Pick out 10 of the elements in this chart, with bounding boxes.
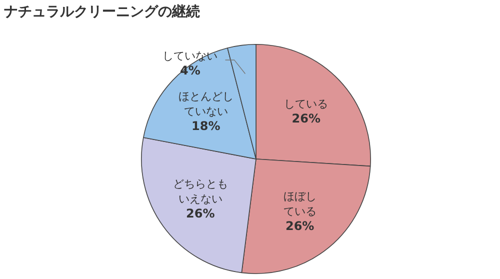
- data-label: 26%: [186, 206, 215, 221]
- slice-label: ほとんどしていない: [178, 90, 234, 118]
- data-label: 26%: [285, 219, 314, 234]
- slice-label: どちらともいえない: [172, 177, 228, 206]
- data-label: 4%: [180, 64, 200, 78]
- chart-title: ナチュラルクリーニングの継続: [4, 3, 200, 21]
- slice-label: している: [284, 97, 328, 110]
- slice-label: ほぼしている: [283, 190, 316, 218]
- data-label: 26%: [292, 112, 320, 126]
- data-label: 18%: [192, 119, 220, 134]
